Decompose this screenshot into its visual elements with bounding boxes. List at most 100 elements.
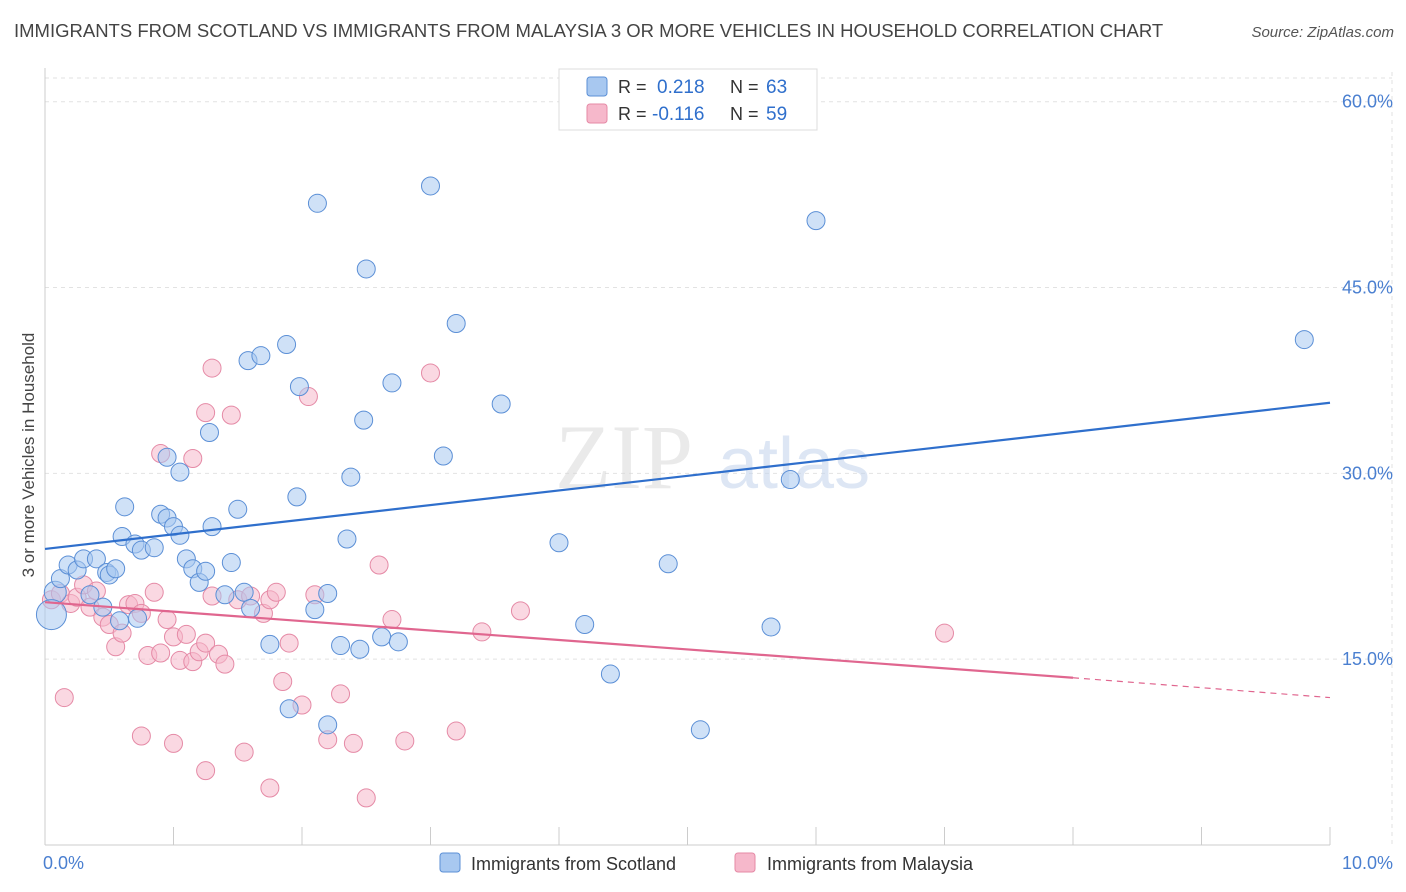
malaysia-point-56 — [202, 358, 222, 378]
trendline-malaysia-extension — [1072, 677, 1331, 699]
scotland-point-48 — [356, 259, 376, 279]
malaysia-point-45 — [472, 622, 492, 642]
y-tick-label-2: 45.0% — [1342, 278, 1393, 298]
scotland-point-40 — [199, 422, 219, 442]
scotland-point-50 — [354, 410, 374, 430]
scotland-point-25 — [202, 517, 222, 537]
scotland-point-16 — [144, 538, 164, 558]
legend-stats: R = 0.218 N = 63 R = -0.116 N = 59 — [558, 68, 818, 131]
scotland-point-30 — [260, 634, 280, 654]
malaysia-point-32 — [273, 671, 293, 691]
legend-bottom-swatch-malaysia — [734, 852, 756, 873]
scotland-point-63 — [658, 554, 678, 574]
malaysia-point-26 — [215, 654, 235, 674]
malaysia-point-42 — [395, 731, 415, 751]
legend-n-label-malaysia: N = — [730, 104, 759, 124]
malaysia-point-55 — [196, 403, 216, 423]
scotland-point-26 — [215, 585, 235, 605]
malaysia-point-54 — [183, 449, 203, 468]
scotland-point-45 — [289, 377, 309, 397]
scotland-point-55 — [318, 715, 338, 735]
scotland-point-33 — [318, 584, 338, 604]
tick-labels: 15.0% 30.0% 45.0% 60.0% 0.0% 10.0% — [43, 92, 1393, 873]
scotland-point-60 — [549, 533, 569, 553]
scotland-point-46 — [287, 487, 307, 507]
scotland-point-29 — [241, 598, 261, 618]
scotland-point-37 — [110, 611, 130, 631]
scotland-point-27 — [221, 553, 241, 573]
watermark-zip: ZIP — [555, 406, 693, 508]
malaysia-point-49 — [164, 733, 183, 753]
y-tick-label-1: 30.0% — [1342, 463, 1393, 483]
scotland-point-1 — [35, 599, 67, 631]
scotland-point-6 — [80, 585, 100, 605]
malaysia-point-39 — [356, 788, 376, 808]
scotland-point-53 — [388, 632, 408, 652]
malaysia-point-41 — [382, 610, 402, 630]
gridlines — [45, 72, 1393, 845]
scotland-point-39 — [170, 462, 190, 482]
scotland-point-7 — [86, 549, 106, 569]
malaysia-point-23 — [196, 633, 216, 653]
scotland-point-61 — [575, 614, 595, 634]
legend-bottom-label-malaysia: Immigrants from Malaysia — [767, 854, 974, 874]
malaysia-point-38 — [343, 733, 363, 753]
scotland-point-52 — [372, 627, 392, 647]
y-axis-label: 3 or more Vehicles in Household — [19, 333, 38, 578]
scotland-point-57 — [446, 313, 466, 333]
legend-r-label-malaysia: R = — [618, 104, 647, 124]
watermark: ZIP atlas — [555, 406, 870, 508]
series-scotland-points — [35, 176, 1314, 740]
scotland-point-56 — [421, 176, 440, 196]
scotland-point-66 — [780, 470, 800, 490]
malaysia-point-15 — [144, 582, 164, 602]
trendlines — [44, 401, 1331, 699]
legend-bottom-swatch-scotland — [439, 852, 461, 873]
scotland-point-65 — [761, 617, 781, 637]
scotland-point-36 — [128, 608, 148, 628]
legend-r-value-scotland: 0.218 — [657, 77, 705, 98]
trendline-malaysia — [44, 601, 1074, 679]
legend-swatch-scotland — [586, 76, 608, 97]
malaysia-point-51 — [234, 742, 254, 762]
x-tick-label-1: 10.0% — [1342, 853, 1393, 873]
source-label: Source: ZipAtlas.com — [1251, 24, 1394, 41]
series-malaysia-points — [41, 358, 954, 808]
malaysia-point-31 — [266, 582, 286, 602]
scotland-point-28 — [234, 582, 254, 602]
malaysia-point-43 — [421, 363, 440, 383]
legend-bottom-label-scotland: Immigrants from Scotland — [471, 854, 676, 874]
malaysia-point-17 — [157, 610, 177, 630]
legend-swatch-malaysia — [586, 103, 608, 124]
scotland-point-64 — [690, 720, 710, 740]
scotland-point-62 — [600, 664, 620, 684]
scotland-point-31 — [279, 699, 299, 719]
y-tick-label-3: 60.0% — [1342, 92, 1393, 112]
scotland-point-47 — [307, 193, 327, 213]
scotland-point-58 — [433, 446, 453, 466]
legend-n-label-scotland: N = — [730, 77, 759, 97]
chart-title: IMMIGRANTS FROM SCOTLAND VS IMMIGRANTS F… — [14, 20, 1164, 41]
legend-n-value-scotland: 63 — [766, 77, 787, 98]
scotland-point-38 — [157, 447, 177, 467]
malaysia-point-20 — [176, 624, 196, 644]
malaysia-point-16 — [151, 643, 171, 663]
malaysia-point-50 — [196, 761, 216, 781]
malaysia-point-47 — [54, 688, 74, 708]
malaysia-point-33 — [279, 633, 299, 653]
x-tick-label-0: 0.0% — [43, 853, 84, 873]
legend-series: Immigrants from Scotland Immigrants from… — [439, 852, 974, 874]
trendline-scotland — [44, 401, 1331, 551]
scotland-point-51 — [382, 373, 402, 393]
scotland-point-24 — [196, 561, 216, 581]
scotland-point-43 — [251, 346, 271, 366]
scotland-point-13 — [115, 497, 135, 517]
scotland-point-59 — [491, 394, 511, 414]
legend-n-value-malaysia: 59 — [766, 104, 787, 125]
malaysia-point-40 — [369, 555, 389, 575]
malaysia-point-44 — [446, 721, 466, 741]
scotland-point-67 — [806, 211, 826, 231]
scotland-point-41 — [228, 499, 248, 519]
scotland-point-34 — [331, 636, 351, 656]
